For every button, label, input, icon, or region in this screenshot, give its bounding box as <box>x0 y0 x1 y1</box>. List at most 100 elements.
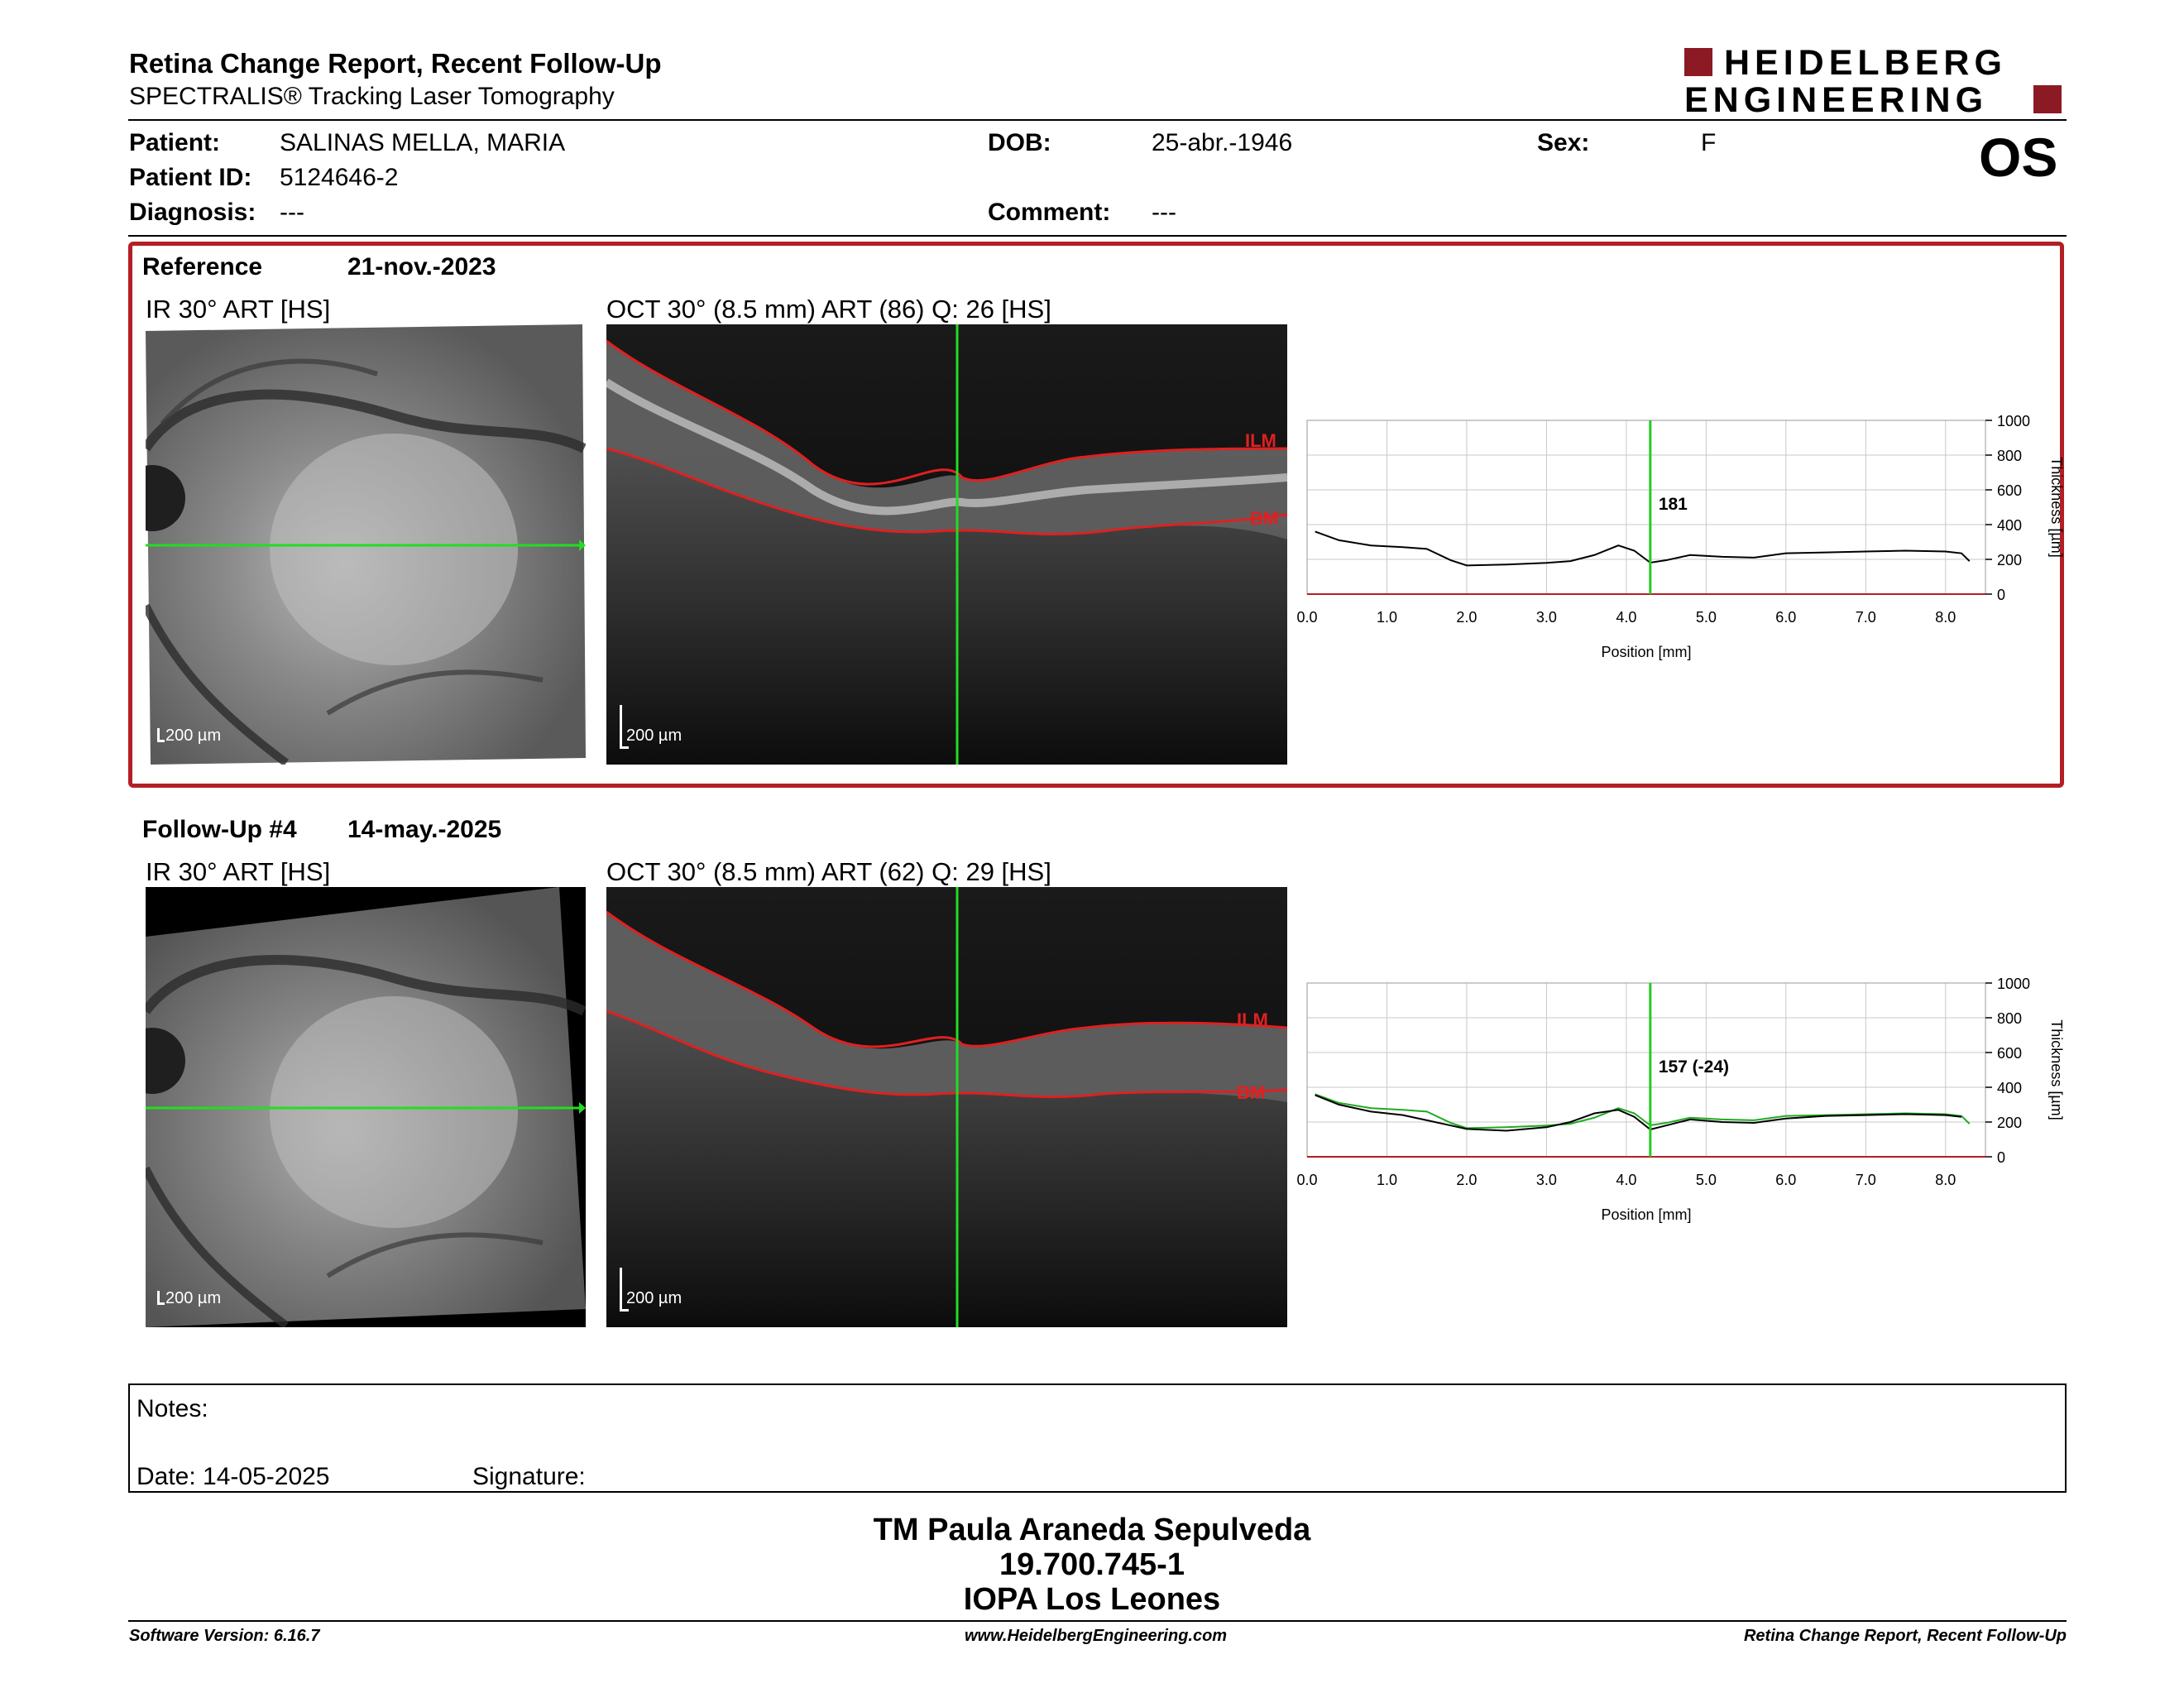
plot-frame <box>1306 982 1986 1158</box>
reference-ir-scale: 200 µm <box>165 727 222 745</box>
reference-thickness-chart: 0 200 400 600 800 1000 0.0 1.0 2.0 3.0 4.0 5.0 6.0 7.… <box>1296 413 2065 660</box>
patient-divider <box>128 235 2067 237</box>
x-tick-label: 0.0 <box>1296 1172 1317 1188</box>
reference-label: Reference <box>142 253 263 281</box>
y-tick-label: 600 <box>1997 1045 2022 1062</box>
notes-box: Notes: Date: 14-05-2025 Signature: <box>128 1383 2067 1493</box>
fundus-image-icon <box>146 324 586 765</box>
signatory-name: TM Paula Araneda Sepulveda <box>873 1513 1311 1547</box>
logo-square-icon <box>1684 48 1712 76</box>
followup-date: 14-may.-2025 <box>347 816 502 843</box>
footer-software: Software Version: 6.16.7 <box>129 1627 320 1645</box>
x-tick-label: 5.0 <box>1696 1172 1717 1188</box>
x-tick-label: 7.0 <box>1856 609 1876 626</box>
notes-label: Notes: <box>136 1395 208 1422</box>
logo-line-2: ENGINEERING <box>1684 80 1989 120</box>
thickness-series-line <box>1315 1094 1962 1132</box>
x-tick-label: 4.0 <box>1616 1172 1636 1188</box>
y-tick-label: 200 <box>1997 1115 2022 1131</box>
thickness-series-line <box>1315 530 1971 567</box>
x-tick-label: 8.0 <box>1935 609 1956 626</box>
y-tick-label: 400 <box>1997 517 2022 534</box>
diagnosis-label: Diagnosis: <box>129 199 256 226</box>
reference-ir-image: 200 µm <box>146 324 586 765</box>
header-divider <box>128 119 2067 121</box>
x-tick-label: 3.0 <box>1536 609 1557 626</box>
x-tick-label: 6.0 <box>1775 609 1796 626</box>
x-tick-label: 4.0 <box>1616 609 1636 626</box>
x-axis-label: Position [mm] <box>1601 1206 1691 1223</box>
followup-thickness-chart: 0 200 400 600 800 1000 0.0 1.0 2.0 3.0 4.0 5.0 6.0 7.… <box>1296 976 2065 1223</box>
scale-bar-icon <box>157 1291 165 1305</box>
y-tick-label: 0 <box>1997 1149 2005 1166</box>
comment-value: --- <box>1152 199 1176 226</box>
sex-label: Sex: <box>1537 129 1590 156</box>
y-tick-label: 600 <box>1997 482 2022 499</box>
x-tick-label: 1.0 <box>1377 609 1397 626</box>
x-axis-label: Position [mm] <box>1601 644 1691 660</box>
y-tick-label: 1000 <box>1997 976 2030 992</box>
reference-oct-scale: 200 µm <box>626 727 682 745</box>
report-title: Retina Change Report, Recent Follow-Up <box>129 48 662 79</box>
signatory-id: 19.700.745-1 <box>999 1547 1185 1582</box>
notes-signature: Signature: <box>472 1463 586 1490</box>
reference-ir-title: IR 30° ART [HS] <box>146 295 331 324</box>
followup-ir-image: 200 µm <box>146 887 586 1327</box>
ilm-label: ILM <box>1237 1009 1268 1030</box>
eye-indicator: OS <box>1979 127 2058 188</box>
y-axis-label: Thickness [µm] <box>2048 457 2065 557</box>
patient-id-value: 5124646-2 <box>280 164 399 191</box>
cursor-value-label: 181 <box>1659 495 1688 514</box>
logo-square-icon <box>2033 85 2062 113</box>
fundus-image-icon <box>146 887 586 1327</box>
oct-bscan-icon <box>606 324 1287 765</box>
x-tick-label: 7.0 <box>1856 1172 1876 1188</box>
heidelberg-logo: HEIDELBERG ENGINEERING <box>1684 43 2065 120</box>
followup-label: Follow-Up #4 <box>142 816 297 843</box>
patient-value: SALINAS MELLA, MARIA <box>280 129 566 156</box>
x-tick-label: 3.0 <box>1536 1172 1557 1188</box>
patient-id-label: Patient ID: <box>129 164 252 191</box>
footer-website[interactable]: www.HeidelbergEngineering.com <box>965 1627 1228 1645</box>
notes-date: Date: 14-05-2025 <box>136 1463 330 1490</box>
followup-ir-title: IR 30° ART [HS] <box>146 857 331 886</box>
reference-date: 21-nov.-2023 <box>347 253 496 281</box>
dob-value: 25-abr.-1946 <box>1152 129 1293 156</box>
report-subtitle: SPECTRALIS® Tracking Laser Tomography <box>129 83 615 110</box>
reference-oct-title: OCT 30° (8.5 mm) ART (86) Q: 26 [HS] <box>606 295 1051 324</box>
patient-label: Patient: <box>129 129 221 156</box>
footer-report: Retina Change Report, Recent Follow-Up <box>1743 1627 2067 1645</box>
y-tick-label: 800 <box>1997 1010 2022 1027</box>
diagnosis-value: --- <box>280 199 304 226</box>
x-tick-label: 2.0 <box>1456 609 1477 626</box>
followup-oct-title: OCT 30° (8.5 mm) ART (62) Q: 29 [HS] <box>606 857 1051 886</box>
signatory-org: IOPA Los Leones <box>963 1582 1221 1617</box>
plot-frame <box>1306 420 1986 595</box>
y-tick-label: 0 <box>1997 587 2005 603</box>
followup-oct-image: ILM BM 200 µm <box>606 887 1287 1327</box>
comment-label: Comment: <box>988 199 1111 226</box>
x-tick-label: 5.0 <box>1696 609 1717 626</box>
oct-bscan-icon <box>606 887 1287 1327</box>
y-tick-label: 800 <box>1997 448 2022 464</box>
scale-bar-icon <box>620 1268 629 1312</box>
footer-divider <box>128 1620 2067 1622</box>
reference-oct-image: ILM BM 200 µm <box>606 324 1287 765</box>
y-tick-label: 1000 <box>1997 413 2030 429</box>
scale-bar-icon <box>620 705 629 749</box>
x-tick-label: 2.0 <box>1456 1172 1477 1188</box>
bm-label: BM <box>1250 508 1279 529</box>
logo-line-1: HEIDELBERG <box>1724 43 2007 83</box>
followup-ir-scale: 200 µm <box>165 1289 222 1307</box>
x-tick-label: 0.0 <box>1296 609 1317 626</box>
ilm-label: ILM <box>1245 430 1276 451</box>
bm-label: BM <box>1237 1082 1266 1103</box>
y-axis-label: Thickness [µm] <box>2048 1019 2065 1120</box>
x-tick-label: 6.0 <box>1775 1172 1796 1188</box>
reference-box <box>128 242 2064 788</box>
cursor-value-label: 157 (-24) <box>1659 1057 1729 1077</box>
scale-bar-icon <box>157 728 165 742</box>
y-tick-label: 200 <box>1997 552 2022 568</box>
x-tick-label: 1.0 <box>1377 1172 1397 1188</box>
dob-label: DOB: <box>988 129 1051 156</box>
